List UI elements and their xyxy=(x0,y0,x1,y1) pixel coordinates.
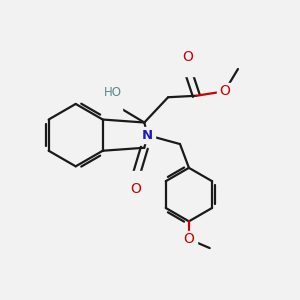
Text: O: O xyxy=(184,232,194,246)
Text: HO: HO xyxy=(104,86,122,99)
Text: O: O xyxy=(182,50,193,64)
Text: O: O xyxy=(130,182,141,196)
Text: O: O xyxy=(219,84,230,98)
Text: N: N xyxy=(142,129,153,142)
